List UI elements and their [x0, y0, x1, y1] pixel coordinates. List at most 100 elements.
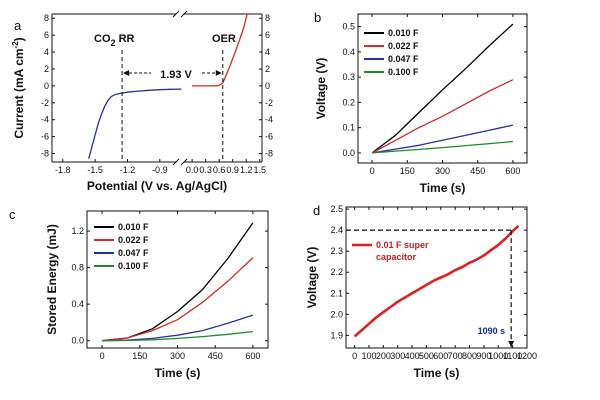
panel-c-ytick-label: 0.0 [71, 336, 84, 346]
panel-a-ytick-label-right: 0 [265, 81, 270, 91]
panel-a-ytick-label-left: -8 [41, 149, 49, 159]
panel-d-ref-arrowhead [508, 341, 515, 347]
panel-d-xtick-label: 500 [419, 351, 434, 361]
panel-a-co2rr-label: CO2 RR [94, 33, 135, 48]
panel-a-ytick-label-left: -4 [41, 115, 49, 125]
panel-a-ytick-label-left: 2 [44, 64, 49, 74]
panel-d-xtick-label: 1100 [503, 351, 522, 361]
panel-a-ytick-label-right: 2 [265, 64, 270, 74]
panel-d-xtick-label: 300 [390, 351, 405, 361]
panel-d-ytick-label: 2.1 [330, 288, 343, 298]
panel-d-xtick-label: 600 [433, 351, 448, 361]
panel-d-series-line-0 [353, 224, 520, 338]
panel-d-xtick-label: 900 [476, 351, 491, 361]
panel-b: b 0 150 300 450 600 0.0 0.1 0.2 0.3 0.4 0.5 Time (s)… [314, 10, 528, 195]
panel-c-xtick-label: 450 [208, 351, 223, 361]
panel-c-xtick-label: 150 [132, 351, 147, 361]
panel-a-ytick-label-right: 4 [265, 47, 270, 57]
panel-c-xtick-label: 300 [170, 351, 185, 361]
panel-c-ytick-label: 0.8 [71, 263, 84, 273]
panel-a-ytick-label-right: 6 [265, 30, 270, 40]
panel-a: a -8 -8 -6 -6 -4 -4 -2 -2 0 0 2 2 4 4 6 6 8 8 -1.8 -1.5 -1.2 -… [11, 10, 273, 193]
panel-c-legend-label-3: 0.100 F [118, 261, 149, 271]
panel-a-ytick-label-left: 0 [44, 81, 49, 91]
panel-a-xtick-label: -0.9 [152, 165, 168, 175]
panel-b-ytick-label: 0.1 [342, 123, 355, 133]
panel-b-series-line-0 [371, 23, 514, 154]
panel-a-xtick-label: 0.0 [186, 165, 199, 175]
panel-a-ytick-label-right: -2 [265, 98, 273, 108]
panel-b-ytick-label: 0.0 [342, 148, 355, 158]
panel-a-oer-label: OER [212, 33, 236, 45]
panel-b-series-line-3 [372, 140, 513, 154]
panel-a-ytick-label-left: 4 [44, 47, 49, 57]
panel-b-legend-label-2: 0.047 F [388, 54, 419, 64]
panel-c-series-line-1 [102, 257, 254, 342]
panel-b-ytick-label: 0.3 [342, 72, 355, 82]
panel-a-xtick-label: -1.8 [55, 165, 71, 175]
panel-b-label: b [314, 10, 321, 25]
panel-a-xtick-label: -1.5 [87, 165, 103, 175]
panel-c-plot-frame [86, 210, 269, 349]
panel-a-xtick-label: 1.5 [253, 165, 266, 175]
panel-d-plot-frame [345, 206, 528, 349]
panel-b-ytick-label: 0.4 [342, 47, 355, 57]
panel-b-xtick-label: 600 [505, 166, 520, 176]
panel-b-xtick-label: 450 [470, 166, 485, 176]
panel-d-ytick-label: 2.5 [330, 204, 343, 214]
panel-a-ytick-label-right: -8 [265, 149, 273, 159]
panel-c-legend-label-0: 0.010 F [118, 222, 149, 232]
panel-b-legend-label-1: 0.022 F [388, 41, 419, 51]
panel-b-legend-label-3: 0.100 F [388, 67, 419, 77]
panel-d-ytick-label: 2.3 [330, 246, 343, 256]
panel-a-ytick-label-right: -4 [265, 115, 273, 125]
panel-d-xtick-label: 200 [376, 351, 391, 361]
panel-a-ytick-label-left: -2 [41, 98, 49, 108]
panel-a-break-top-0 [172, 10, 180, 18]
panel-a-ytick-label-right: -6 [265, 132, 273, 142]
panel-a-series-reduction [88, 88, 182, 159]
panel-b-xtick-label: 300 [435, 166, 450, 176]
panel-b-ytick-label: 0.2 [342, 97, 355, 107]
panel-c-series-line-3 [102, 330, 253, 342]
panel-a-x-axis-title: Potential (V vs. Ag/AgCl) [87, 179, 227, 193]
panel-d-xtick-label: 700 [448, 351, 463, 361]
panel-a-xtick-label: -1.2 [120, 165, 136, 175]
panel-c-legend-label-2: 0.047 F [118, 248, 149, 258]
panel-d-legend-label-line2: capacitor [376, 252, 417, 262]
panel-d-ytick-label: 1.9 [330, 330, 343, 340]
panel-a-series-oxidation [192, 13, 248, 87]
panel-a-xtick-label: 1.2 [240, 165, 253, 175]
panel-a-gap-annotation: 1.93 V [160, 69, 192, 81]
panel-b-xtick-label: 150 [400, 166, 415, 176]
panel-c-y-axis-title: Stored Energy (mJ) [45, 224, 59, 335]
panel-b-x-axis-title: Time (s) [420, 181, 466, 195]
panel-d-xtick-label: 400 [405, 351, 420, 361]
panel-a-break-bottom-1 [180, 158, 188, 166]
panel-c-label: c [9, 207, 16, 222]
panel-d-legend-label-line1: 0.01 F super [376, 240, 429, 250]
panel-c-ytick-label: 0.4 [71, 299, 84, 309]
panel-a-xtick-label: 0.9 [226, 165, 239, 175]
panel-a-ytick-label-left: 8 [44, 13, 49, 23]
panel-a-xtick-label: 0.3 [199, 165, 212, 175]
panel-a-gap-arrowhead-left [123, 70, 130, 76]
panel-d-x-axis-title: Time (s) [414, 366, 460, 380]
panel-a-y-axis-title: Current (mA cm-2) [11, 37, 26, 138]
panel-c-legend-label-1: 0.022 F [118, 235, 149, 245]
panel-b-y-axis-title: Voltage (V) [314, 58, 328, 120]
panel-b-xtick-label: 0 [370, 166, 375, 176]
panel-d: d 0 100 200 300 400 500 600 700 800 90010001100120… [305, 203, 537, 380]
panel-d-xtick-label: 1000 [488, 351, 508, 361]
panel-c-xtick-label: 0 [100, 351, 105, 361]
panel-a-ytick-label-left: 6 [44, 30, 49, 40]
panel-d-xtick-label: 0 [352, 351, 357, 361]
panel-a-label: a [14, 18, 22, 33]
panel-b-series-line-1 [371, 79, 514, 154]
panel-d-xtick-label: 1200 [517, 351, 537, 361]
panel-b-ytick-label: 0.5 [342, 22, 355, 32]
panel-a-ytick-label-left: -6 [41, 132, 49, 142]
panel-a-ytick-label-right: 8 [265, 13, 270, 23]
panel-a-break-top-1 [180, 10, 188, 18]
